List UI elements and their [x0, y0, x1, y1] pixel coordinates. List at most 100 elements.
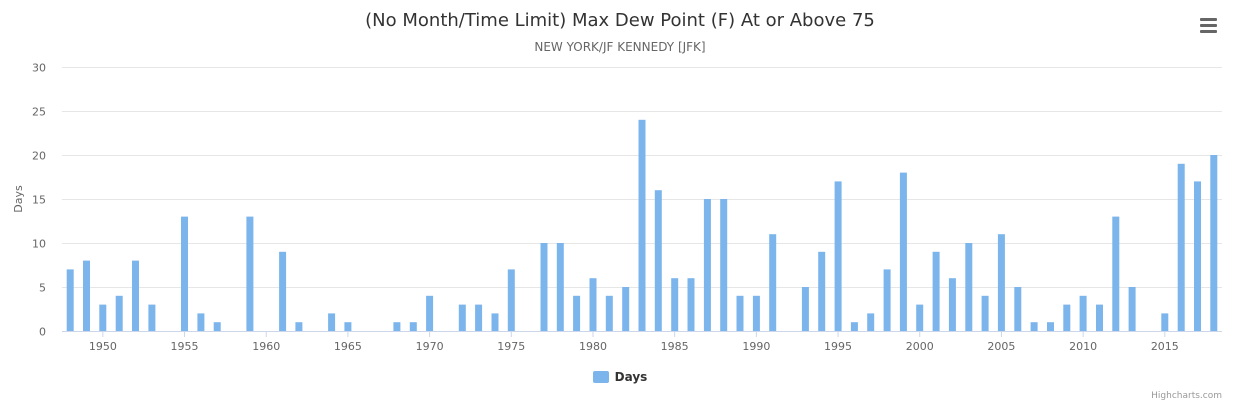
legend-item-days[interactable]: Days — [592, 370, 648, 384]
x-tick-label: 1965 — [334, 340, 362, 353]
bar[interactable] — [883, 269, 891, 331]
bar[interactable] — [687, 278, 695, 331]
bar[interactable] — [589, 278, 597, 331]
y-tick-labels: 0 5 10 15 20 25 30 — [32, 62, 46, 339]
x-tick-label: 1970 — [416, 340, 444, 353]
bar[interactable] — [491, 313, 499, 331]
bar[interactable] — [475, 304, 483, 331]
bar[interactable] — [1210, 155, 1218, 331]
bar[interactable] — [1161, 313, 1169, 331]
chart-subtitle: NEW YORK/JF KENNEDY [JFK] — [534, 40, 706, 54]
menu-line — [1200, 30, 1217, 33]
bar[interactable] — [622, 287, 630, 331]
legend: Days — [0, 370, 1240, 386]
bar[interactable] — [115, 295, 123, 331]
bar[interactable] — [540, 243, 548, 331]
bar[interactable] — [573, 295, 581, 331]
bar[interactable] — [213, 322, 221, 331]
x-tick-label: 1990 — [742, 340, 770, 353]
bar[interactable] — [605, 295, 613, 331]
bar[interactable] — [426, 295, 434, 331]
x-tick-label: 1980 — [579, 340, 607, 353]
legend-swatch — [592, 371, 609, 383]
bar[interactable] — [654, 190, 662, 331]
legend-label: Days — [614, 370, 648, 384]
bar[interactable] — [850, 322, 858, 331]
y-axis-label: Days — [12, 185, 25, 213]
x-tick-label: 2015 — [1151, 340, 1179, 353]
bar[interactable] — [638, 119, 646, 331]
bar[interactable] — [769, 234, 777, 331]
bar[interactable] — [1194, 181, 1201, 331]
bar[interactable] — [1096, 304, 1103, 331]
bar[interactable] — [965, 243, 973, 331]
chart-title: (No Month/Time Limit) Max Dew Point (F) … — [365, 10, 875, 31]
bar[interactable] — [981, 295, 989, 331]
menu-line — [1200, 18, 1217, 21]
y-tick-label: 20 — [32, 150, 46, 163]
bar[interactable] — [834, 181, 842, 331]
bar[interactable] — [801, 287, 809, 331]
bar[interactable] — [1030, 322, 1038, 331]
bar[interactable] — [948, 278, 956, 331]
bar[interactable] — [899, 172, 907, 331]
menu-line — [1200, 24, 1217, 27]
grid-layer — [62, 67, 1222, 332]
bar[interactable] — [99, 304, 107, 331]
x-tick-labels: 1950 1955 1960 1965 1970 1975 1980 1985 1990 1995… — [89, 331, 1179, 353]
bar[interactable] — [997, 234, 1005, 331]
y-tick-label: 0 — [39, 326, 46, 339]
y-tick-label: 5 — [39, 282, 46, 295]
x-tick-label: 1955 — [171, 340, 199, 353]
bar[interactable] — [818, 251, 826, 331]
bar[interactable] — [83, 260, 90, 331]
bar[interactable] — [132, 260, 139, 331]
bar[interactable] — [458, 304, 466, 331]
y-tick-label: 30 — [32, 62, 46, 75]
bar[interactable] — [916, 304, 924, 331]
x-tick-label: 2000 — [906, 340, 934, 353]
x-tick-label: 2005 — [987, 340, 1015, 353]
bar[interactable] — [1177, 163, 1185, 331]
bar[interactable] — [556, 243, 564, 331]
bar[interactable] — [1063, 304, 1071, 331]
x-tick-label: 1985 — [661, 340, 689, 353]
bar[interactable] — [328, 313, 336, 331]
credits-link[interactable]: Highcharts.com — [1151, 391, 1222, 401]
bar[interactable] — [148, 304, 156, 331]
x-tick-label: 1960 — [252, 340, 280, 353]
bar[interactable] — [703, 199, 711, 331]
bar[interactable] — [752, 295, 760, 331]
y-tick-label: 10 — [32, 238, 46, 251]
bar[interactable] — [197, 313, 205, 331]
bar[interactable] — [932, 251, 940, 331]
bar[interactable] — [181, 216, 188, 331]
bar[interactable] — [246, 216, 254, 331]
bar[interactable] — [279, 251, 287, 331]
y-tick-label: 15 — [32, 194, 46, 207]
bar[interactable] — [409, 322, 417, 331]
bar[interactable] — [720, 199, 728, 331]
bar[interactable] — [736, 295, 744, 331]
bar[interactable] — [1079, 295, 1087, 331]
x-tick-label: 1950 — [89, 340, 117, 353]
bar[interactable] — [295, 322, 303, 331]
bar[interactable] — [1014, 287, 1022, 331]
bar[interactable] — [507, 269, 515, 331]
x-tick-label: 1995 — [824, 340, 852, 353]
bar[interactable] — [393, 322, 401, 331]
bar[interactable] — [66, 269, 74, 331]
x-tick-label: 1975 — [497, 340, 525, 353]
bar-layer — [66, 119, 1218, 331]
y-tick-label: 25 — [32, 106, 46, 119]
x-tick-label: 2010 — [1069, 340, 1097, 353]
bar[interactable] — [1047, 322, 1054, 331]
bar[interactable] — [344, 322, 352, 331]
bar[interactable] — [1112, 216, 1120, 331]
bar[interactable] — [867, 313, 875, 331]
hamburger-menu-icon[interactable] — [1198, 18, 1222, 38]
bar[interactable] — [1128, 287, 1136, 331]
bar[interactable] — [671, 278, 679, 331]
